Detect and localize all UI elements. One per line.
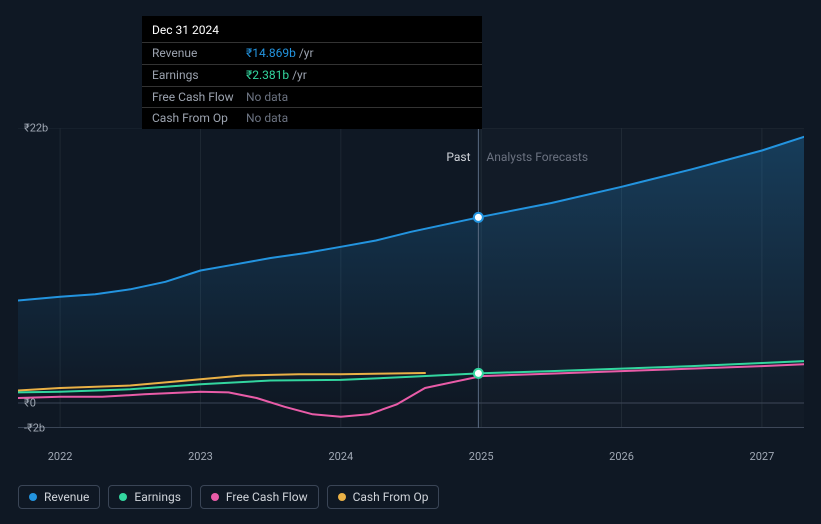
y-axis-label: ₹22b [24,122,48,135]
tooltip-row: Earnings₹2.381b/yr [142,65,482,87]
legend-item-cash-from-op[interactable]: Cash From Op [327,485,440,509]
x-axis-label: 2022 [48,450,73,463]
legend-dot-icon [119,493,127,501]
legend-dot-icon [338,493,346,501]
chart-legend: Revenue Earnings Free Cash Flow Cash From O… [18,485,439,509]
chart-tooltip: Dec 31 2024 Revenue₹14.869b/yrEarnings₹2… [142,16,482,129]
tooltip-metric-label: Cash From Op [152,110,246,127]
past-region-label: Past [446,150,470,164]
forecast-region-label: Analysts Forecasts [486,150,588,164]
x-axis-label: 2024 [328,450,353,463]
tooltip-metric-label: Revenue [152,45,246,62]
legend-label: Revenue [44,490,89,504]
tooltip-metric-label: Free Cash Flow [152,89,246,106]
tooltip-metric-value: No data [246,110,288,127]
tooltip-metric-label: Earnings [152,67,246,84]
x-axis-label: 2025 [469,450,494,463]
legend-label: Free Cash Flow [226,490,308,504]
legend-dot-icon [211,493,219,501]
x-axis-label: 2026 [609,450,634,463]
tooltip-metric-value: No data [246,89,288,106]
legend-dot-icon [29,493,37,501]
chart-area[interactable] [18,128,804,428]
tooltip-row: Free Cash FlowNo data [142,87,482,109]
legend-item-earnings[interactable]: Earnings [108,485,192,509]
legend-item-revenue[interactable]: Revenue [18,485,100,509]
tooltip-date: Dec 31 2024 [142,16,482,43]
legend-item-free-cash-flow[interactable]: Free Cash Flow [200,485,319,509]
y-axis-label: ₹0 [24,397,36,410]
tooltip-metric-value: ₹14.869b/yr [246,45,314,62]
legend-label: Cash From Op [353,490,429,504]
tooltip-row: Cash From OpNo data [142,108,482,129]
x-axis-label: 2027 [750,450,775,463]
tooltip-row: Revenue₹14.869b/yr [142,43,482,65]
tooltip-metric-value: ₹2.381b/yr [246,67,307,84]
legend-label: Earnings [134,490,181,504]
x-axis-label: 2023 [188,450,213,463]
y-axis-label: -₹2b [24,422,45,435]
